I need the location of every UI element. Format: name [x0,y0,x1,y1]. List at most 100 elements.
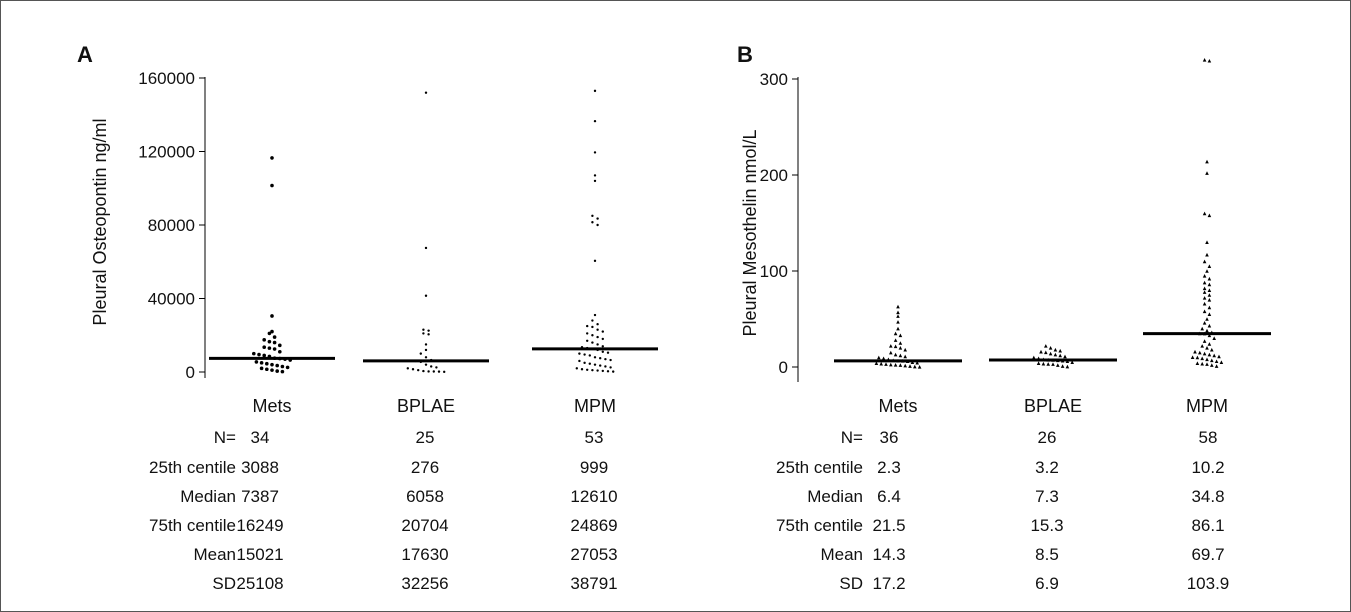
panel-a-data-point [591,341,594,344]
panel-a-points [252,89,615,374]
panel-b-data-point [1053,352,1058,357]
panel-b-data-point [896,310,900,315]
panel-a-data-point [437,370,441,373]
panel-a-categories: Mets BPLAE MPM [252,396,616,416]
panel-a-mets-mean: 15021 [236,545,283,564]
panel-b-data-point [1214,364,1219,368]
panel-b-data-point [1044,350,1048,355]
panel-a-data-point [422,328,425,331]
panel-b-data-point [1205,240,1209,244]
panel-b-data-point [1032,355,1036,360]
panel-b-stats-table: N= 25th centile Median 75th centile Mean… [776,428,1229,593]
panel-a-data-point [278,349,282,354]
panel-a-data-point [604,357,607,361]
panel-a-data-point [424,91,428,94]
panel-a-data-point [578,352,581,355]
panel-b-data-point [903,363,907,368]
panel-b-data-point [1200,344,1204,348]
panel-b-data-point [898,363,903,367]
panel-b-data-point [1207,298,1212,302]
panel-a-data-point [604,365,607,368]
panel-a-data-point [424,363,428,366]
panel-a: A Pleural Osteopontin ng/ml 0 40000 80000 1… [77,42,658,593]
panel-b-row-label-25th: 25th centile [776,458,863,477]
panel-a-data-point [599,357,602,360]
panel-b-data-point [1210,363,1214,367]
panel-a-mpm-25th: 999 [580,458,608,477]
panel-b-mets-sd: 17.2 [872,574,905,593]
panel-b-data-point [1219,360,1224,364]
panel-b-data-point [1202,321,1207,325]
panel-a-data-point [265,367,269,372]
panel-b-col-bplae: 26 3.2 7.3 15.3 8.5 6.9 [1030,428,1063,593]
panel-b-data-point [1205,317,1209,321]
panel-a-data-point [586,332,589,335]
panel-b-mets-75th: 21.5 [872,516,905,535]
panel-a-y-tick-label: 0 [186,363,195,382]
panel-a-data-point [424,348,428,352]
panel-a-data-point [275,369,280,373]
panel-b-data-point [1202,339,1207,343]
panel-b-data-point [1200,356,1204,361]
panel-b-data-point [1207,352,1212,357]
panel-b-data-point [1048,351,1053,356]
panel-b-data-point [1193,349,1197,354]
panel-b-y-tick-label: 300 [760,70,788,89]
panel-b-data-point [1202,296,1207,300]
panel-b-data-point [893,338,898,342]
panel-b-data-point [1207,288,1212,292]
panel-a-mets-25th: 3088 [241,458,279,477]
panel-b-data-point [1063,354,1067,359]
panel-b-mpm-median: 34.8 [1191,487,1224,506]
panel-a-data-point [267,331,272,336]
panel-b-data-point [1205,346,1209,350]
panel-a-data-point [593,259,597,263]
panel-b-data-point [903,347,907,352]
panel-a-data-point [259,361,264,365]
panel-a-mets-75th: 16249 [236,516,283,535]
panel-a-data-point [591,334,594,337]
panel-b-data-point [1202,211,1207,216]
panel-b-data-point [1214,359,1219,364]
panel-a-col-mpm: 53 999 12610 24869 27053 38791 [570,428,617,593]
panel-a-data-point [278,343,282,348]
panel-b-row-label-75th: 75th centile [776,516,863,535]
panel-b-data-point [1044,344,1048,348]
panel-a-data-point [591,221,594,224]
panel-b-data-point [1202,259,1207,264]
panel-a-data-point [586,339,589,342]
panel-a-col-mets: 34 3088 7387 16249 15021 25108 [236,428,283,593]
panel-b-data-point [1056,363,1060,367]
panel-a-y-tick-label: 120000 [138,143,195,162]
panel-a-data-point [591,368,594,372]
panel-b-data-point [917,365,922,369]
panel-b-data-point [1041,361,1046,366]
panel-a-data-point [606,351,610,354]
panel-b-data-point [1036,361,1041,365]
panel-b-data-point [1058,348,1062,353]
panel-a-category-bplae: BPLAE [397,396,455,416]
panel-b-label: B [737,42,753,67]
panel-a-category-mets: Mets [252,396,291,416]
panel-a-data-point [424,356,428,359]
panel-a-y-axis-label: Pleural Osteopontin ng/ml [90,118,110,325]
panel-a-bplae-25th: 276 [411,458,439,477]
panel-b-data-point [1207,293,1212,297]
panel-b-data-point [1198,350,1202,355]
panel-b-row-label-median: Median [807,487,863,506]
panel-b-y-tick-label: 100 [760,262,788,281]
panel-a-data-point [267,339,272,344]
panel-b-data-point [1051,362,1055,366]
panel-b-data-point [1205,159,1209,164]
panel-b-data-point [1048,346,1053,350]
panel-a-data-point [583,361,586,365]
panel-a-data-point [411,368,415,371]
panel-b-mets-n: 36 [880,428,899,447]
panel-b-data-point [1039,349,1043,354]
panel-b-data-point [1205,357,1209,362]
panel-a-data-point [270,368,274,372]
panel-b-data-point [1046,362,1050,366]
panel-b-row-label-mean: Mean [820,545,863,564]
panel-a-data-point [259,366,264,371]
panel-a-row-label-75th: 75th centile [149,516,236,535]
